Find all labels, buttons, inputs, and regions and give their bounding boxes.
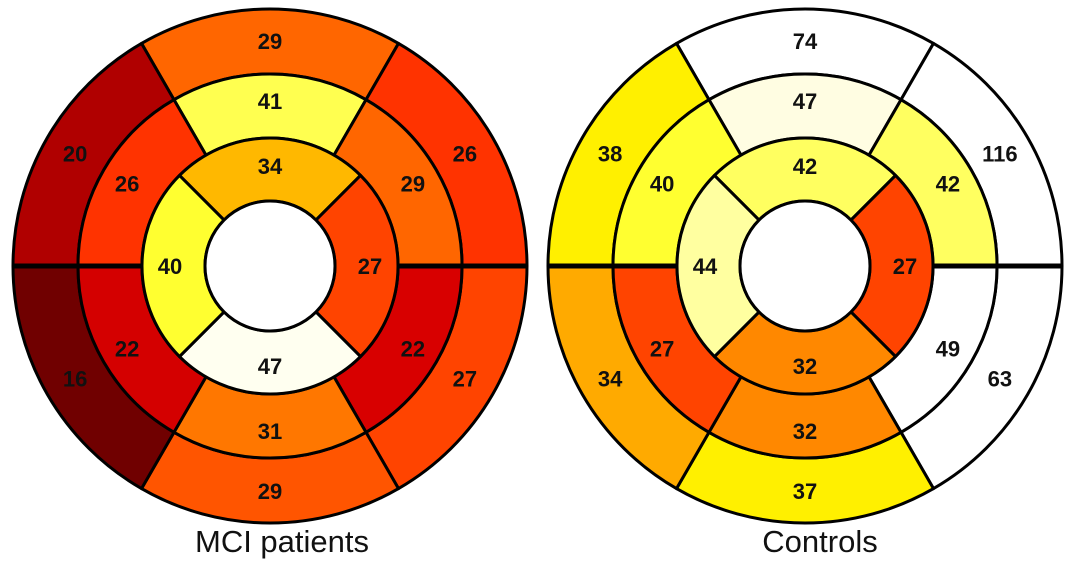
outer-label-bottom: 37 xyxy=(793,479,817,504)
center-hole xyxy=(203,199,337,333)
middle-label-upper-right: 29 xyxy=(401,172,425,197)
outer-label-upper-right: 26 xyxy=(453,142,477,167)
middle-label-upper-left: 40 xyxy=(650,172,674,197)
controls-bullseye: 74 116 63 37 34 38 47 42 49 32 27 40 42 27 32 44 xyxy=(546,7,1064,525)
middle-label-top: 41 xyxy=(258,89,282,114)
middle-label-bottom: 31 xyxy=(258,419,282,444)
middle-label-upper-left: 26 xyxy=(115,172,139,197)
inner-label-left: 44 xyxy=(693,254,718,279)
inner-label-left: 40 xyxy=(158,254,182,279)
outer-label-top: 74 xyxy=(793,29,818,54)
outer-label-lower-left: 16 xyxy=(63,367,87,392)
inner-label-right: 27 xyxy=(358,254,382,279)
middle-label-lower-right: 49 xyxy=(936,337,960,362)
middle-label-lower-left: 22 xyxy=(115,337,139,362)
center-hole xyxy=(738,199,872,333)
controls-title: Controls xyxy=(762,524,878,559)
outer-label-upper-left: 20 xyxy=(63,142,87,167)
outer-label-lower-right: 27 xyxy=(453,367,477,392)
outer-label-lower-right: 63 xyxy=(988,367,1012,392)
outer-label-lower-left: 34 xyxy=(598,367,623,392)
outer-label-top: 29 xyxy=(258,29,282,54)
middle-label-lower-left: 27 xyxy=(650,337,674,362)
middle-label-upper-right: 42 xyxy=(936,172,960,197)
middle-label-lower-right: 22 xyxy=(401,337,425,362)
outer-label-bottom: 29 xyxy=(258,479,282,504)
outer-label-upper-right: 116 xyxy=(982,142,1018,167)
inner-label-top: 34 xyxy=(258,154,283,179)
mci-patients-title: MCI patients xyxy=(194,524,370,559)
inner-label-top: 42 xyxy=(793,154,817,179)
middle-label-top: 47 xyxy=(793,89,817,114)
inner-label-bottom: 32 xyxy=(793,354,817,379)
inner-label-right: 27 xyxy=(893,254,917,279)
middle-label-bottom: 32 xyxy=(793,419,817,444)
inner-label-bottom: 47 xyxy=(258,354,282,379)
outer-label-upper-left: 38 xyxy=(598,142,622,167)
mci-bullseye: 29 26 27 29 16 20 41 29 22 31 22 26 34 27 47 40 xyxy=(11,7,529,525)
